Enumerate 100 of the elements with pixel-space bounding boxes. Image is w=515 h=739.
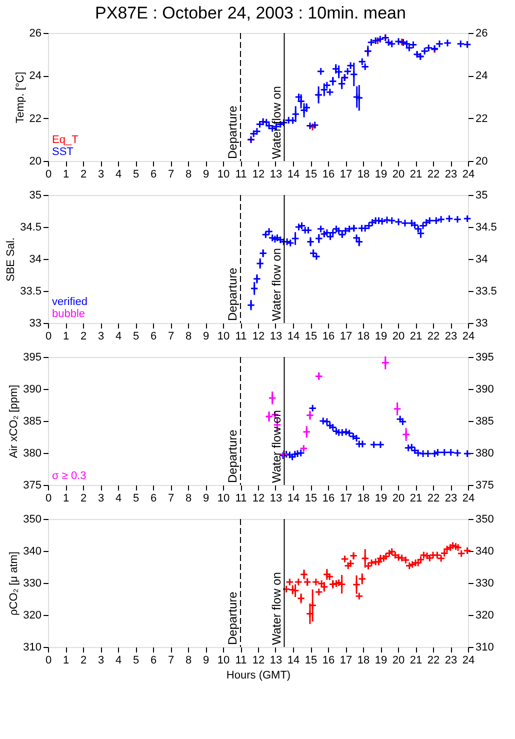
x-tick-label: 6: [150, 168, 157, 180]
x-tick-label: 20: [392, 654, 405, 666]
ref-line-label: Water flow on: [269, 248, 284, 321]
text: verified: [52, 296, 88, 308]
x-tick-label: 17: [340, 492, 352, 504]
x-tick-label: 7: [168, 168, 174, 180]
chart-title: PX87E : October 24, 2003 : 10min. mean: [95, 4, 406, 22]
x-tick-label: 2: [80, 168, 87, 180]
x-tick-label: 22: [427, 654, 440, 666]
ref-line-label: Departure: [226, 105, 240, 159]
x-tick-label: 23: [444, 168, 458, 180]
y2-tick-label: 390: [476, 384, 494, 396]
x-tick-label: 3: [98, 168, 104, 180]
y-tick-label: 320: [23, 610, 42, 622]
x-tick-label: 14: [287, 330, 300, 342]
y2-tick-label: 395: [476, 352, 494, 364]
x-tick-label: 15: [304, 330, 318, 342]
x-tick-label: 9: [202, 330, 210, 342]
x-tick-label: 19: [374, 330, 388, 342]
x-tick-label: 6: [150, 492, 157, 504]
y2-tick-label: 20: [476, 156, 488, 168]
x-tick-label: 22: [427, 330, 440, 342]
y-tick-label: 22: [29, 112, 42, 125]
x-tick-label: 4: [115, 330, 122, 342]
x-tick-label: 1: [62, 654, 70, 666]
y2-tick-label: 385: [476, 416, 494, 428]
y2-tick-label: 330: [476, 578, 494, 590]
y-tick-label: 330: [23, 578, 42, 590]
ref-line-label: Water flow on: [269, 410, 284, 483]
x-tick-label: 20: [392, 168, 405, 180]
y2-tick-label: 310: [476, 642, 494, 654]
x-tick-label: 21: [410, 654, 422, 666]
y2-tick-label: 350: [476, 514, 494, 526]
x-tick-label: 19: [374, 168, 388, 180]
y2-tick-label: 380: [476, 448, 494, 460]
x-tick-label: 17: [340, 330, 352, 342]
y-tick-label: 33.5: [20, 286, 42, 298]
x-tick-label: 5: [132, 168, 140, 180]
x-tick-label: 22: [427, 492, 440, 504]
x-tick-label: 12: [252, 654, 265, 666]
x-tick-label: 5: [132, 654, 140, 666]
y-tick-label: 33: [29, 318, 42, 330]
x-tick-label: 16: [322, 330, 335, 342]
y-tick-label: 390: [23, 384, 42, 396]
y2-tick-label: 24: [476, 70, 488, 82]
x-tick-label: 14: [287, 654, 300, 666]
x-tick-label: 0: [45, 330, 52, 342]
text: σ ≥ 0.3: [52, 470, 86, 482]
x-tick-label: 12: [252, 330, 265, 342]
x-tick-label: 1: [62, 492, 70, 504]
x-tick-label: 18: [357, 330, 370, 342]
x-tick-label: 19: [374, 654, 388, 666]
x-tick-label: 10: [217, 654, 230, 666]
x-tick-label: 3: [98, 492, 104, 504]
x-tick-label: 11: [235, 654, 247, 666]
ref-line-label: Departure: [226, 591, 240, 645]
y-tick-label: 380: [23, 448, 42, 460]
x-tick-label: 9: [202, 492, 210, 504]
y-tick-label: 20: [29, 156, 42, 168]
x-tick-label: 5: [132, 492, 140, 504]
x-tick-label: 6: [150, 654, 157, 666]
legend-label: bubble: [52, 308, 86, 320]
x-tick-label: 16: [322, 168, 335, 180]
y2-tick-label: 26: [476, 28, 488, 40]
x-tick-label: 2: [80, 492, 87, 504]
x-tick-label: 8: [185, 168, 192, 180]
x-tick-label: 10: [217, 492, 230, 504]
x-tick-label: 14: [287, 492, 300, 504]
x-tick-label: 11: [235, 330, 247, 342]
x-tick-label: 6: [150, 330, 157, 342]
x-tick-label: 14: [287, 168, 300, 180]
y-tick-label: 340: [23, 546, 42, 558]
x-tick-label: 2: [80, 330, 87, 342]
y2-tick-label: 34: [476, 254, 488, 266]
x-tick-label: 24: [462, 168, 475, 180]
y-tick-label: 375: [23, 480, 42, 492]
y-tick-label: 34: [29, 254, 42, 266]
y2-tick-label: 22: [476, 112, 488, 125]
x-tick-label: 20: [392, 492, 405, 504]
x-tick-label: 18: [357, 168, 370, 180]
ref-line-label: Water flow on: [269, 572, 284, 645]
y-axis-title: Air xCO₂ [ppm]: [8, 384, 20, 458]
x-tick-label: 16: [322, 654, 335, 666]
x-tick-label: 15: [304, 654, 318, 666]
x-tick-label: 0: [45, 492, 52, 504]
x-tick-label: 1: [62, 168, 70, 180]
x-tick-label: 8: [185, 654, 192, 666]
ref-line-label: Water flow on: [269, 86, 284, 159]
y-tick-label: 34.5: [20, 222, 42, 234]
y2-tick-label: 33: [476, 318, 488, 330]
x-tick-label: 4: [115, 168, 122, 180]
x-tick-label: 24: [462, 330, 475, 342]
y-axis-title: SBE Sal.: [5, 237, 18, 282]
x-tick-label: 7: [168, 330, 174, 342]
x-tick-label: 23: [444, 654, 458, 666]
x-tick-label: 9: [202, 654, 210, 666]
x-tick-label: 4: [115, 492, 122, 504]
x-tick-label: 3: [98, 330, 104, 342]
x-tick-label: 23: [444, 492, 458, 504]
y2-tick-label: 33.5: [476, 286, 497, 298]
